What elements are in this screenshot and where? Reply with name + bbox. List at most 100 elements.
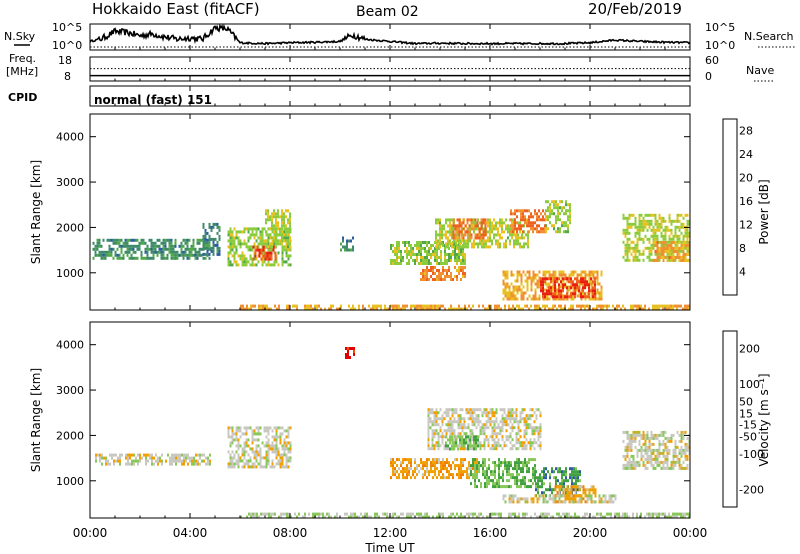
heatmap-cell — [558, 304, 560, 308]
heatmap-cell — [477, 435, 480, 439]
heatmap-cell — [439, 426, 442, 430]
heatmap-cell — [467, 444, 469, 448]
heatmap-cell — [668, 228, 671, 232]
heatmap-cell — [476, 485, 478, 489]
heatmap-cell — [528, 230, 530, 234]
heatmap-cell — [448, 464, 450, 468]
heatmap-cell — [491, 227, 493, 231]
heatmap-cell — [218, 246, 221, 250]
heatmap-cell — [644, 225, 647, 229]
heatmap-cell — [632, 436, 635, 440]
heatmap-cell — [184, 241, 187, 245]
heatmap-cell — [243, 447, 246, 451]
heatmap-cell — [524, 515, 526, 519]
heatmap-cell — [512, 212, 514, 216]
heatmap-cell — [468, 236, 471, 240]
heatmap-cell — [680, 436, 683, 440]
heatmap-cell — [449, 426, 452, 430]
heatmap-cell — [516, 288, 519, 292]
heatmap-cell — [126, 247, 129, 251]
heatmap-cell — [451, 423, 454, 427]
heatmap-cell — [652, 436, 655, 440]
heatmap-cell — [110, 247, 113, 251]
cpid-panel: CPID normal (fast) 151 — [8, 85, 691, 107]
heatmap-region — [510, 209, 546, 234]
heatmap-cell — [632, 439, 635, 443]
heatmap-cell — [510, 230, 512, 234]
heatmap-cell — [668, 256, 671, 259]
heatmap-cell — [177, 456, 179, 460]
heatmap-cell — [345, 353, 347, 356]
heatmap-cell — [432, 464, 434, 468]
heatmap-cell — [275, 432, 278, 436]
heatmap-cell — [250, 512, 252, 516]
heatmap-cell — [136, 238, 139, 242]
heatmap-cell — [258, 248, 261, 252]
heatmap-cell — [131, 462, 133, 466]
heatmap-cell — [575, 467, 577, 471]
heatmap-cell — [554, 283, 556, 287]
heatmap-cell — [428, 253, 430, 256]
heatmap-cell — [206, 249, 209, 253]
heatmap-cell — [562, 512, 564, 516]
heatmap-cell — [596, 512, 598, 516]
heatmap-cell — [554, 500, 557, 504]
heatmap-cell — [433, 435, 436, 439]
heatmap-cell — [477, 438, 479, 442]
heatmap-cell — [427, 408, 430, 412]
heatmap-cell — [510, 494, 513, 498]
heatmap-cell — [273, 236, 275, 240]
heatmap-cell — [545, 227, 547, 231]
heatmap-cell — [227, 263, 230, 267]
heatmap-cell — [650, 252, 653, 256]
heatmap-cell — [479, 408, 482, 412]
heatmap-cell — [471, 420, 474, 424]
heatmap-cell — [426, 307, 428, 311]
heatmap-cell — [100, 253, 103, 257]
heatmap-cell — [473, 245, 475, 249]
heatmap-cell — [551, 200, 553, 204]
heatmap-cell — [460, 269, 462, 272]
heatmap-cell — [520, 288, 523, 292]
heatmap-cell — [652, 228, 655, 232]
heatmap-cell — [304, 512, 306, 516]
heatmap-cell — [398, 515, 400, 519]
heatmap-cell — [600, 273, 603, 277]
heatmap-cell — [455, 441, 457, 445]
heatmap-cell — [448, 266, 450, 269]
heatmap-cell — [267, 456, 270, 460]
heatmap-cell — [606, 512, 608, 516]
heatmap-cell — [432, 458, 434, 462]
heatmap-cell — [461, 429, 464, 433]
heatmap-cell — [525, 429, 528, 433]
heatmap-cell — [198, 238, 201, 242]
heatmap-cell — [172, 247, 175, 251]
heatmap-cell — [152, 247, 155, 251]
heatmap-cell — [462, 515, 464, 519]
heatmap-cell — [670, 237, 673, 241]
heatmap-cell — [537, 488, 539, 492]
heatmap-cell — [314, 512, 316, 516]
heatmap-cell — [445, 221, 447, 225]
heatmap-cell — [253, 453, 256, 457]
heatmap-cell — [532, 273, 535, 277]
heatmap-cell — [498, 479, 500, 483]
heatmap-cell — [275, 453, 278, 457]
heatmap-cell — [259, 450, 262, 454]
heatmap-cell — [433, 417, 436, 421]
heatmap-cell — [248, 307, 250, 311]
heatmap-cell — [614, 494, 617, 498]
heatmap-cell — [210, 237, 213, 241]
heatmap-cell — [507, 227, 509, 231]
heatmap-cell — [452, 253, 454, 256]
heatmap-cell — [287, 218, 289, 222]
heatmap-cell — [431, 444, 434, 448]
heatmap-cell — [505, 417, 508, 421]
heatmap-cell — [544, 270, 547, 274]
heatmap-cell — [493, 438, 496, 442]
heatmap-cell — [227, 432, 230, 436]
heatmap-cell — [448, 247, 450, 250]
heatmap-cell — [239, 444, 242, 448]
heatmap-cell — [237, 236, 240, 240]
heatmap-cell — [576, 494, 579, 498]
